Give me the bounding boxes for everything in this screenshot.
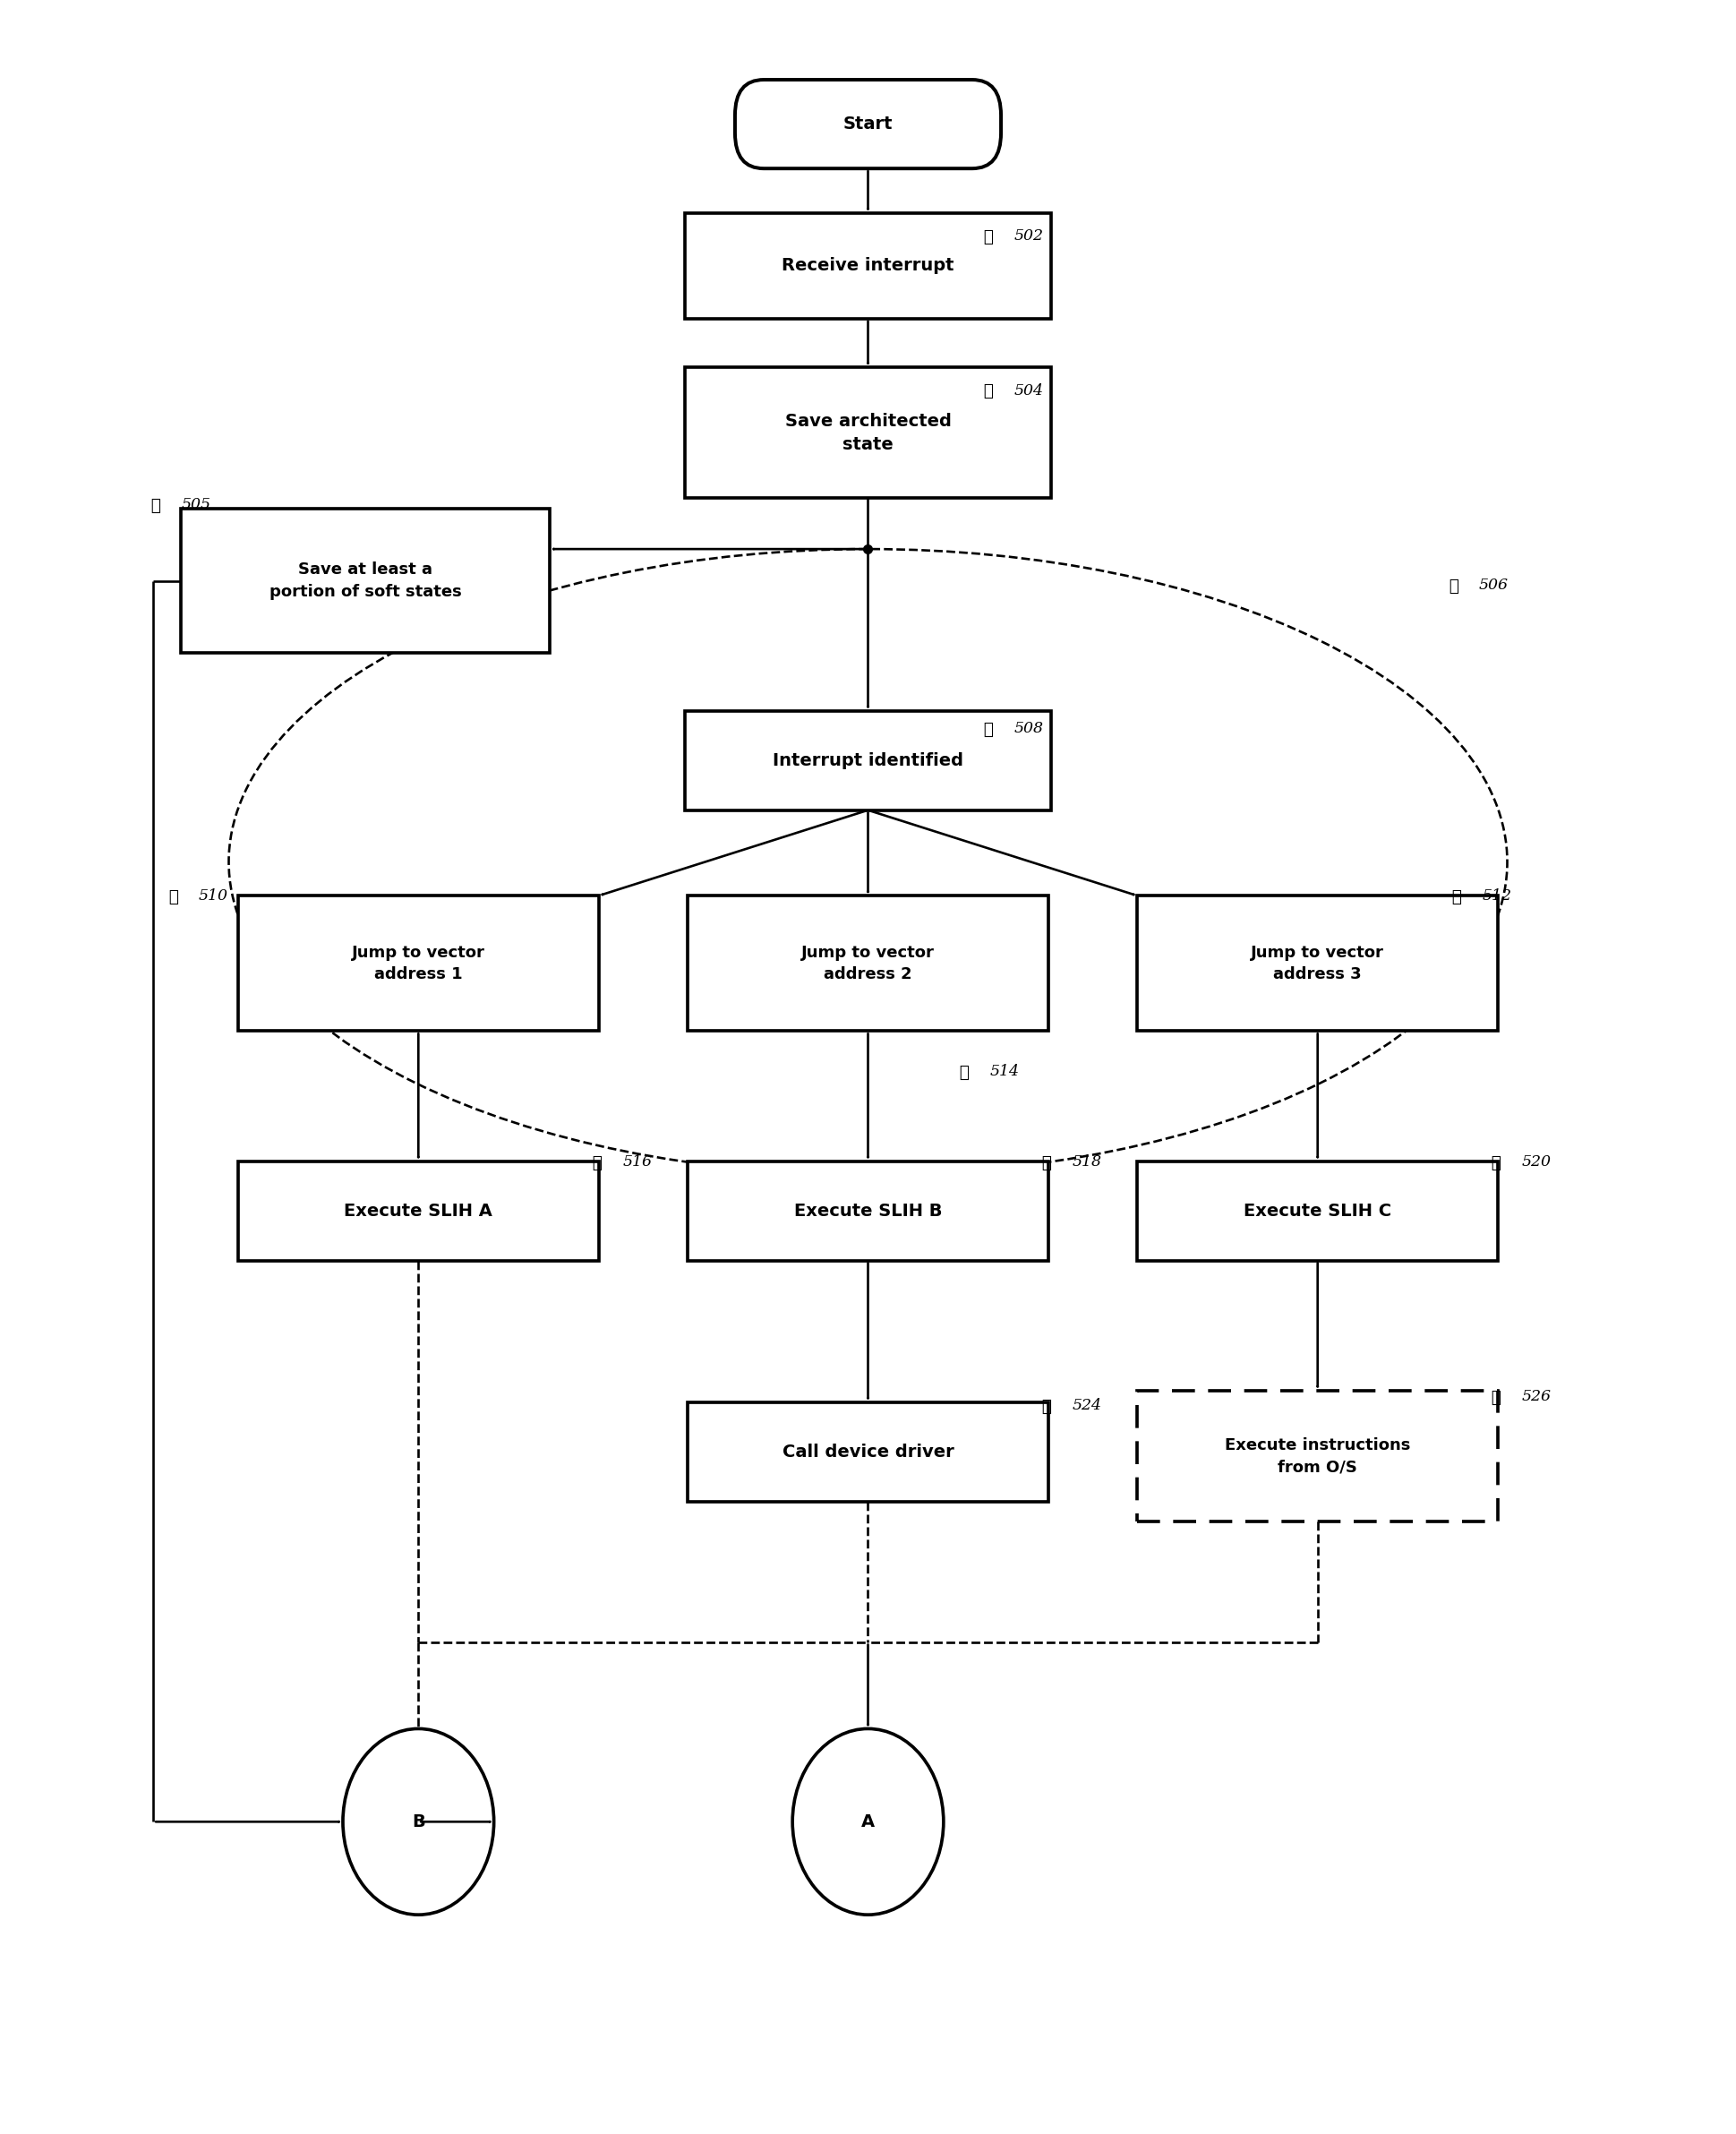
Text: Execute SLIH B: Execute SLIH B [793,1201,943,1219]
Text: 510: 510 [198,888,227,903]
Text: ⎰: ⎰ [592,1154,602,1172]
Text: 514: 514 [990,1063,1019,1080]
Text: 512: 512 [1483,888,1512,903]
Text: Execute SLIH A: Execute SLIH A [344,1201,493,1219]
Text: Execute SLIH C: Execute SLIH C [1243,1201,1392,1219]
Text: A: A [861,1814,875,1831]
FancyBboxPatch shape [181,508,550,653]
Text: 505: 505 [182,497,212,512]
FancyBboxPatch shape [686,367,1050,499]
Circle shape [344,1729,493,1914]
Text: 508: 508 [1014,721,1043,736]
Text: ⎰: ⎰ [1491,1389,1502,1406]
Text: ⎰: ⎰ [958,1063,969,1080]
Text: 504: 504 [1014,382,1043,399]
FancyBboxPatch shape [238,896,599,1031]
Text: ⎰: ⎰ [151,495,161,512]
FancyBboxPatch shape [687,896,1049,1031]
Text: ⎰: ⎰ [1491,1154,1502,1172]
Text: ⎰: ⎰ [983,228,993,245]
Text: ⎰: ⎰ [983,382,993,399]
Text: 516: 516 [623,1154,653,1169]
Text: Call device driver: Call device driver [783,1443,953,1460]
Text: Execute instructions
from O/S: Execute instructions from O/S [1226,1436,1410,1475]
Text: 524: 524 [1073,1398,1102,1413]
Text: Interrupt identified: Interrupt identified [773,751,963,768]
FancyBboxPatch shape [1137,1391,1498,1522]
Text: Jump to vector
address 3: Jump to vector address 3 [1252,945,1384,982]
Text: Save at least a
portion of soft states: Save at least a portion of soft states [269,561,462,600]
Text: ⎰: ⎰ [1042,1398,1052,1413]
FancyBboxPatch shape [1137,1161,1498,1261]
Text: ⎰: ⎰ [1451,888,1462,905]
Text: Start: Start [844,115,892,132]
Text: ⎰: ⎰ [983,721,993,736]
FancyBboxPatch shape [238,1161,599,1261]
FancyBboxPatch shape [687,1161,1049,1261]
Text: Save architected
state: Save architected state [785,412,951,452]
Text: B: B [411,1814,425,1831]
Text: ⎰: ⎰ [1448,576,1458,593]
Text: Jump to vector
address 2: Jump to vector address 2 [802,945,934,982]
FancyBboxPatch shape [687,1402,1049,1502]
Text: Jump to vector
address 1: Jump to vector address 1 [352,945,484,982]
Text: ⎰: ⎰ [1042,1154,1052,1172]
Text: 520: 520 [1522,1154,1552,1169]
FancyBboxPatch shape [686,213,1050,318]
Text: ⎰: ⎰ [168,888,177,905]
FancyBboxPatch shape [686,711,1050,811]
Text: 502: 502 [1014,228,1043,243]
FancyBboxPatch shape [1137,896,1498,1031]
Text: 506: 506 [1479,578,1509,593]
Text: 526: 526 [1522,1389,1552,1404]
FancyBboxPatch shape [734,79,1002,169]
Text: Receive interrupt: Receive interrupt [781,258,955,275]
Text: 518: 518 [1073,1154,1102,1169]
Circle shape [793,1729,943,1914]
